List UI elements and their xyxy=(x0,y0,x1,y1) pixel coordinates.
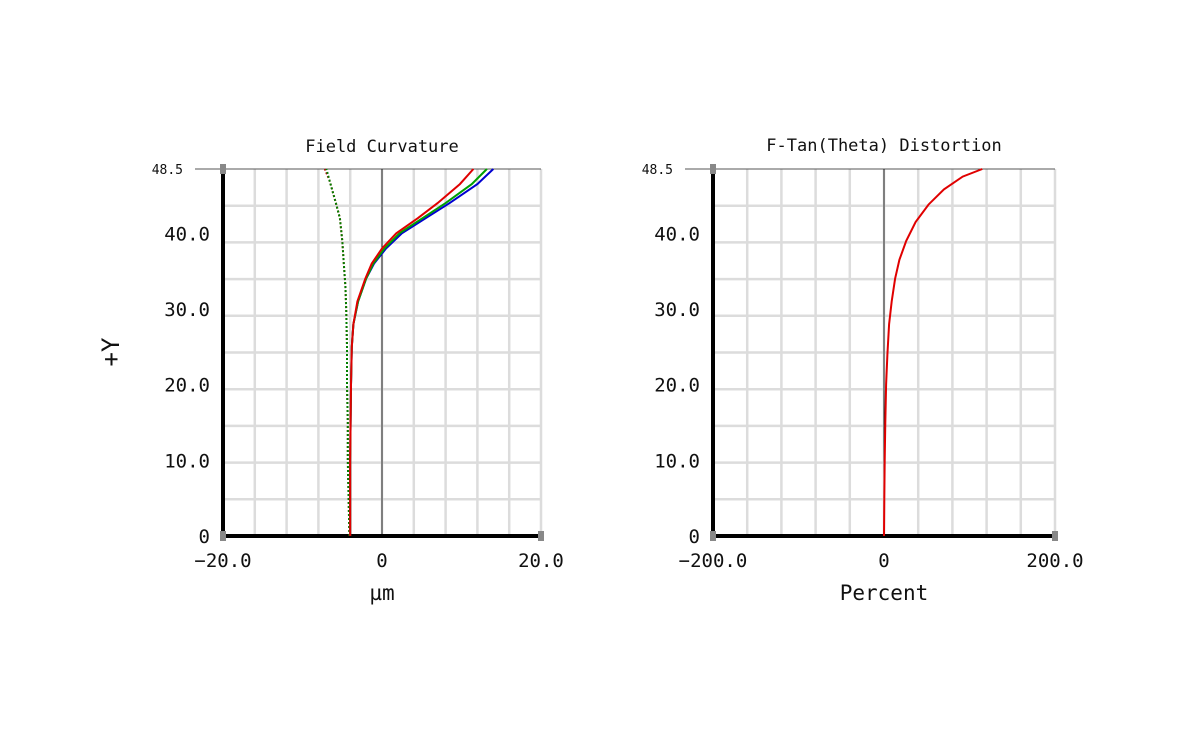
distortion-series-0-solid xyxy=(883,168,983,537)
distortion-xlabel: Percent xyxy=(840,581,929,605)
axis-corner-cap xyxy=(710,531,716,541)
y-axis-label: +Y xyxy=(97,337,125,366)
x-tick-label: 20.0 xyxy=(518,550,564,572)
x-tick-label: 0 xyxy=(376,550,387,572)
y-tick-label: 10.0 xyxy=(164,450,210,472)
axis-corner-cap xyxy=(1052,531,1058,541)
y-tick-label: 40.0 xyxy=(654,223,700,245)
y-tick-label: 40.0 xyxy=(164,223,210,245)
distortion-panel: F-Tan(Theta) Distortion Percent 0 10.0 20.… xyxy=(642,136,1084,605)
axis-corner-cap xyxy=(710,164,716,174)
field-curvature-xlabel: µm xyxy=(369,581,394,605)
y-tick-label: 48.5 xyxy=(642,163,673,178)
y-tick-label: 30.0 xyxy=(654,299,700,321)
y-tick-label: 10.0 xyxy=(654,450,700,472)
y-tick-label: 48.5 xyxy=(152,163,183,178)
y-tick-label: 0 xyxy=(689,526,700,548)
field-curvature-series-4-solid xyxy=(349,168,475,536)
field-curvature-panel: Field Curvature µm 0 10.0 20.0 30.0 40.0 48.5… xyxy=(152,137,564,605)
x-tick-label: 0 xyxy=(878,550,889,572)
y-tick-label: 20.0 xyxy=(654,375,700,397)
y-tick-label: 0 xyxy=(199,526,210,548)
distortion-title: F-Tan(Theta) Distortion xyxy=(766,136,1001,156)
x-tick-label: −200.0 xyxy=(679,550,748,572)
y-tick-label: 20.0 xyxy=(164,375,210,397)
x-tick-label: −20.0 xyxy=(194,550,251,572)
y-tick-label: 30.0 xyxy=(164,299,210,321)
field-curvature-title: Field Curvature xyxy=(305,137,459,157)
axis-corner-cap xyxy=(220,164,226,174)
axis-corner-cap xyxy=(220,531,226,541)
x-tick-label: 200.0 xyxy=(1026,550,1083,572)
axis-corner-cap xyxy=(538,531,544,541)
